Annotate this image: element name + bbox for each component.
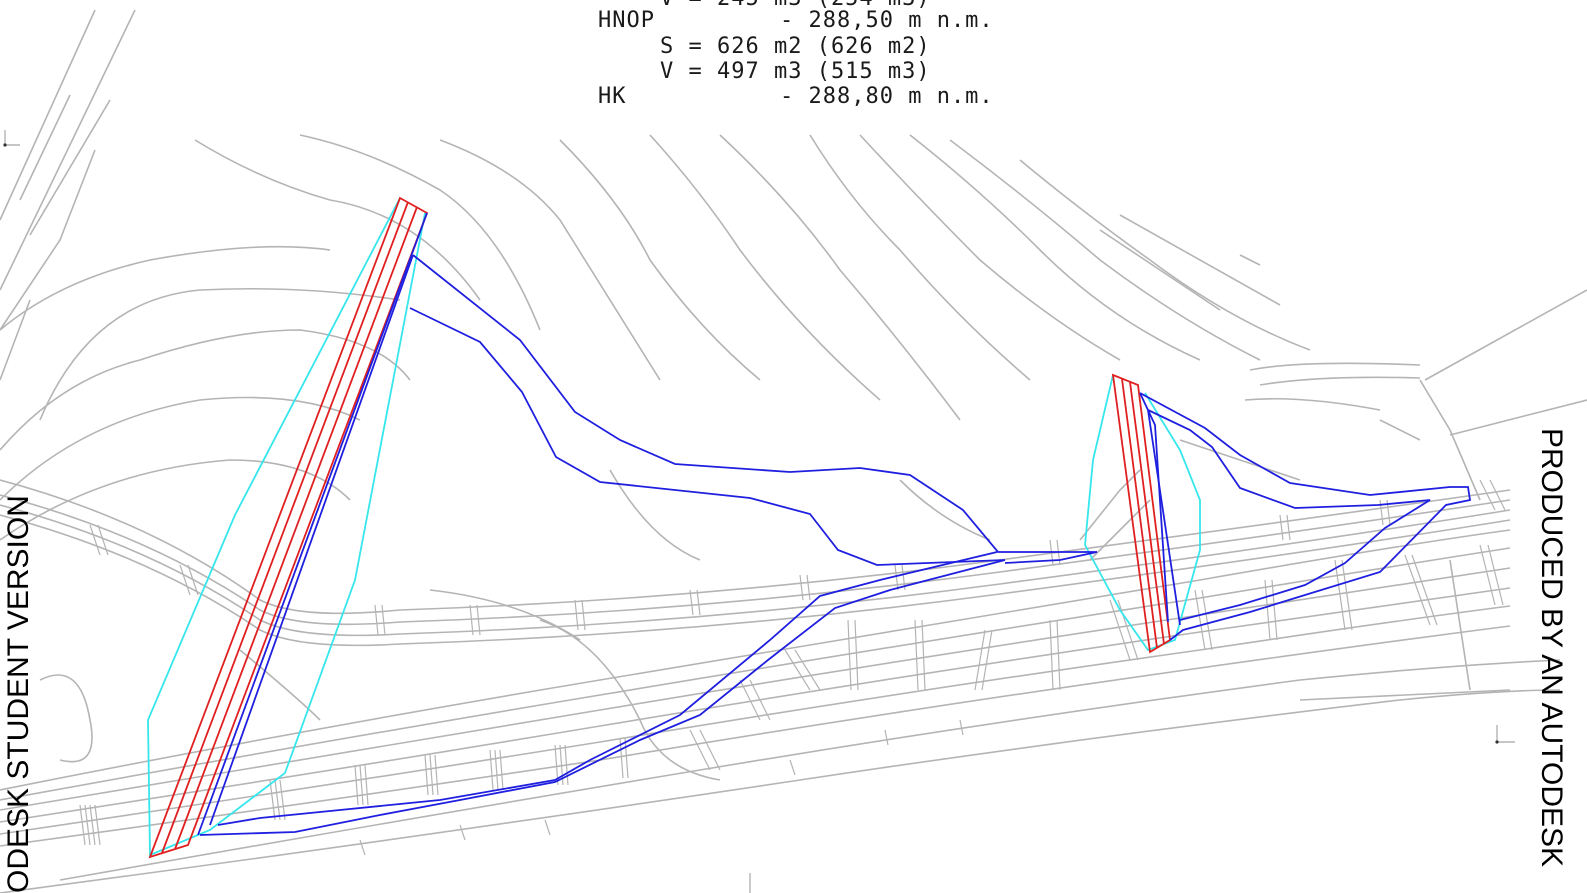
cad-markers <box>4 130 1515 893</box>
annotation-line-volume-1: V = 245 m3 (254 m3) <box>660 0 931 11</box>
dam-footprint-outlines <box>147 197 1201 857</box>
marker-dot <box>1495 740 1499 744</box>
annotation-label-hk: HK <box>598 84 627 109</box>
annotation-line-volume-2: V = 497 m3 (515 m3) <box>660 59 931 84</box>
annotation-value-hk: - 288,80 m n.m. <box>780 84 994 109</box>
left-dam-body <box>148 196 429 859</box>
annotation-label-hnop: HNOP <box>598 8 655 33</box>
terrain-contours <box>0 9 1587 893</box>
annotation-line-area: S = 626 m2 (626 m2) <box>660 34 931 59</box>
annotation-value-hnop: - 288,50 m n.m. <box>780 8 994 33</box>
drainage-channels <box>197 212 1472 836</box>
student-version-watermark-right: PRODUCED BY AN AUTODESK <box>1535 428 1568 867</box>
annotation-block: V = 245 m3 (254 m3) HNOP - 288,50 m n.m.… <box>598 0 994 109</box>
marker-dot <box>3 143 7 147</box>
student-version-watermark-left: ODESK STUDENT VERSION <box>2 495 35 893</box>
left-dam-footprint <box>147 197 426 857</box>
dam-axis-lines <box>148 196 1171 859</box>
